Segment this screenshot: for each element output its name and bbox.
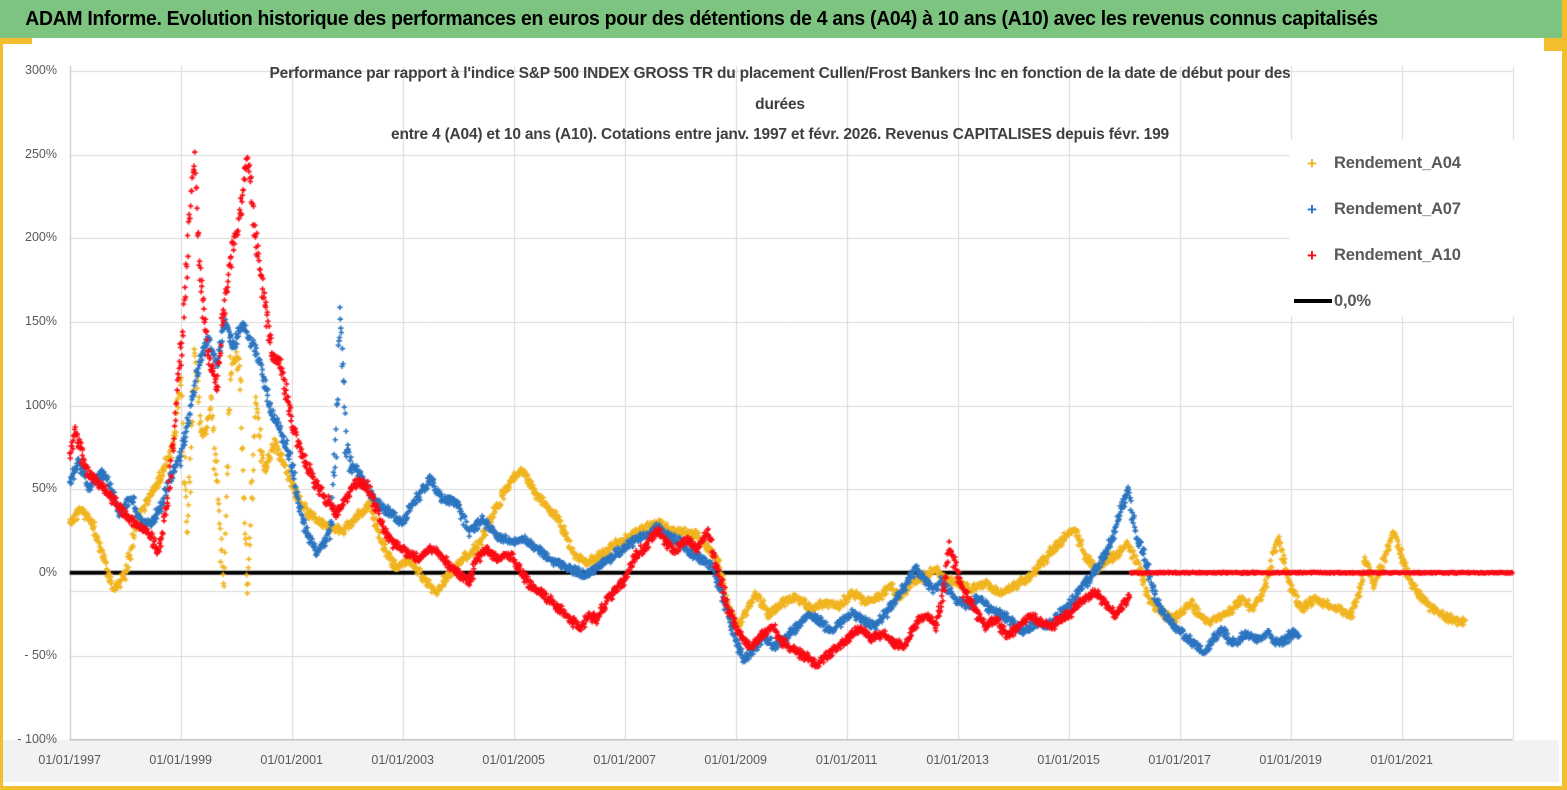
y-tick-label: 300%	[25, 63, 57, 77]
legend-item-rendement-a04[interactable]: + Rendement_A04	[1290, 148, 1461, 178]
y-tick-label: 100%	[25, 397, 57, 412]
legend-label: Rendement_A07	[1334, 199, 1461, 218]
x-tick-label: 01/01/2007	[593, 753, 656, 767]
x-tick-label: 01/01/2013	[926, 753, 989, 767]
x-tick-label: 01/01/2009	[704, 753, 767, 767]
y-tick-label: 200%	[25, 230, 57, 245]
y-tick-label: 50%	[31, 481, 57, 496]
y-tick-label: 250%	[25, 146, 57, 161]
legend: + Rendement_A04 + Rendement_A07 + Rendement_A…	[1290, 140, 1548, 316]
gold-border-left	[0, 38, 3, 790]
x-tick-label: 01/01/2003	[371, 753, 434, 767]
chart-title-line-2: durées	[755, 95, 805, 113]
x-tick-label: 01/01/2011	[815, 753, 878, 767]
x-tick-label: 01/01/2019	[1259, 753, 1322, 767]
x-tick-label: 01/01/2001	[260, 753, 323, 767]
gold-accent-left	[0, 38, 32, 44]
y-tick-label: - 100%	[17, 732, 57, 746]
chart-title: Performance par rapport à l'indice S&P 5…	[70, 59, 1490, 151]
legend-item-rendement-a10[interactable]: + Rendement_A10	[1290, 240, 1461, 270]
x-tick-label: 01/01/1997	[38, 753, 101, 767]
chart-title-line-3: entre 4 (A04) et 10 ans (A10). Cotations…	[391, 126, 1169, 143]
legend-label: Rendement_A04	[1334, 153, 1461, 172]
plus-marker-icon: +	[1307, 153, 1317, 173]
legend-label: Rendement_A10	[1334, 245, 1461, 264]
x-tick-label: 01/01/2005	[482, 753, 545, 767]
y-tick-label: - 50%	[24, 648, 57, 663]
legend-label: 0,0%	[1334, 291, 1371, 310]
x-tick-label: 01/01/2017	[1148, 753, 1211, 767]
x-tick-label: 01/01/2015	[1037, 753, 1100, 767]
x-tick-label: 01/01/2021	[1370, 753, 1433, 767]
line-marker-icon	[1294, 299, 1332, 303]
banner: ADAM Informe. Evolution historique des p…	[0, 0, 1567, 38]
x-tick-label: 01/01/1999	[149, 753, 212, 767]
plus-marker-icon: +	[1307, 245, 1317, 265]
chart-title-line-1: Performance par rapport à l'indice S&P 5…	[269, 65, 1291, 82]
banner-title: ADAM Informe. Evolution historique des p…	[25, 7, 1378, 30]
legend-item-0-0-[interactable]: 0,0%	[1290, 286, 1371, 316]
gold-accent-right	[1544, 38, 1567, 51]
y-tick-label: 0%	[38, 564, 57, 579]
legend-item-rendement-a07[interactable]: + Rendement_A07	[1290, 194, 1461, 224]
y-tick-label: 150%	[25, 313, 57, 328]
gold-border-bottom	[0, 786, 1567, 790]
plus-marker-icon: +	[1307, 199, 1317, 219]
gold-border-right	[1562, 0, 1567, 790]
